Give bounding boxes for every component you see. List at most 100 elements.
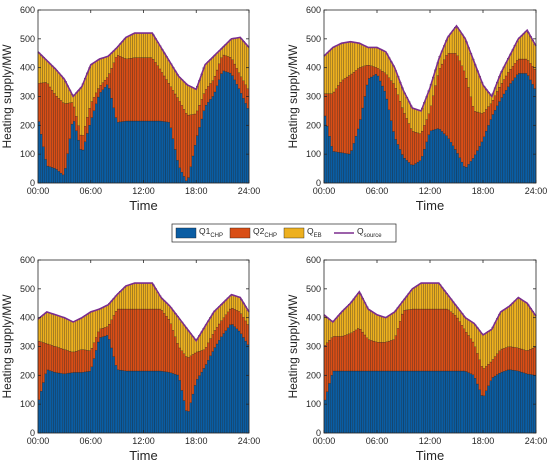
bar-q-eb — [390, 313, 393, 341]
bar-q-eb — [211, 313, 214, 335]
bar-q1-chp — [493, 110, 497, 184]
bar-q1-chp — [414, 370, 417, 434]
bar-q1-chp — [182, 400, 186, 434]
bar-q1-chp — [368, 370, 371, 434]
bar-q-eb — [233, 38, 236, 65]
bar-q2-chp — [84, 349, 87, 373]
bar-q-eb — [496, 318, 499, 354]
bar-q-eb — [394, 310, 398, 336]
bar-q2-chp — [385, 74, 389, 100]
bar-q1-chp — [40, 134, 43, 184]
bar-q1-chp — [379, 80, 382, 184]
bar-q2-chp — [66, 103, 69, 154]
bar-q-eb — [222, 302, 225, 318]
bar-q1-chp — [101, 89, 105, 184]
bar-q2-chp — [354, 70, 358, 137]
y-tick-label: 400 — [20, 313, 35, 323]
bar-q-eb — [374, 313, 378, 342]
bar-q2-chp — [215, 327, 219, 345]
bar-q2-chp — [392, 83, 395, 132]
bar-q2-chp — [332, 91, 336, 152]
bar-q1-chp — [341, 370, 345, 434]
bar-q-eb — [414, 286, 417, 310]
bar-q1-chp — [385, 370, 389, 434]
bar-q2-chp — [77, 125, 80, 141]
bar-q2-chp — [79, 349, 83, 373]
bar-q1-chp — [438, 370, 442, 434]
bar-q1-chp — [99, 92, 102, 184]
legend-swatch — [229, 227, 251, 239]
bar-q1-chp — [46, 165, 50, 184]
bar-q-eb — [383, 51, 386, 73]
bar-q2-chp — [130, 308, 133, 372]
bar-q-eb — [233, 295, 236, 310]
bar-q-eb — [180, 321, 184, 351]
bar-q-eb — [77, 319, 80, 351]
bar-q2-chp — [237, 72, 241, 89]
bar-q-eb — [237, 37, 241, 73]
bar-q2-chp — [134, 308, 138, 372]
bar-q2-chp — [524, 58, 528, 74]
bar-q1-chp — [516, 370, 519, 434]
bar-q1-chp — [485, 390, 488, 434]
bar-q-eb — [152, 34, 155, 60]
bar-q1-chp — [141, 370, 144, 434]
bar-q-eb — [141, 282, 144, 310]
bar-q1-chp — [191, 393, 195, 434]
bar-q1-chp — [405, 160, 409, 184]
x-tick-label: 06:00 — [366, 436, 389, 446]
bar-q-eb — [191, 87, 195, 115]
bar-q2-chp — [394, 335, 398, 372]
bar-q2-chp — [443, 308, 446, 372]
bar-q-eb — [176, 316, 179, 344]
bar-q2-chp — [103, 327, 107, 337]
bar-q-eb — [187, 330, 190, 358]
bar-q2-chp — [432, 308, 435, 372]
bar-q2-chp — [518, 58, 521, 74]
bar-q-eb — [189, 86, 192, 115]
bar-q1-chp — [447, 138, 451, 184]
bar-q1-chp — [376, 370, 380, 434]
bar-q-eb — [160, 49, 164, 73]
bar-q-eb — [379, 315, 382, 343]
bar-q1-chp — [169, 127, 173, 184]
bar-q2-chp — [339, 336, 342, 372]
bar-q-eb — [463, 37, 466, 72]
bar-q1-chp — [44, 373, 47, 434]
bar-q-eb — [79, 87, 83, 136]
bar-q-eb — [165, 302, 168, 317]
bar-q2-chp — [130, 57, 133, 122]
bars — [37, 282, 250, 434]
bar-q-eb — [84, 78, 87, 127]
bar-q-eb — [147, 32, 151, 58]
bar-q2-chp — [524, 350, 528, 374]
bar-q1-chp — [62, 174, 65, 184]
bar-q-eb — [178, 318, 181, 349]
bar-q-eb — [520, 299, 523, 350]
bar-q2-chp — [229, 57, 232, 74]
bars — [323, 282, 537, 434]
bar-q-eb — [121, 289, 124, 310]
bar-q2-chp — [138, 308, 142, 372]
bar-q1-chp — [354, 136, 358, 184]
bar-q2-chp — [476, 353, 479, 385]
bar-q2-chp — [385, 341, 389, 372]
bar-q1-chp — [410, 370, 413, 434]
bar-q1-chp — [465, 167, 468, 184]
bar-q1-chp — [394, 370, 398, 434]
bar-q2-chp — [368, 339, 371, 372]
bar-q1-chp — [476, 150, 479, 184]
bar-q-eb — [376, 47, 380, 69]
bar-q-eb — [242, 41, 245, 81]
bar-q-eb — [127, 35, 131, 59]
bar-q2-chp — [478, 112, 481, 147]
bar-q1-chp — [511, 80, 515, 184]
bar-q1-chp — [480, 395, 484, 434]
bar-q1-chp — [511, 369, 515, 434]
bar-q1-chp — [328, 136, 331, 184]
y-tick-label: 0 — [30, 178, 35, 188]
bar-q-eb — [482, 334, 486, 369]
y-tick-label: 200 — [20, 120, 35, 130]
bar-q-eb — [361, 44, 364, 67]
bar-q-eb — [73, 321, 76, 353]
